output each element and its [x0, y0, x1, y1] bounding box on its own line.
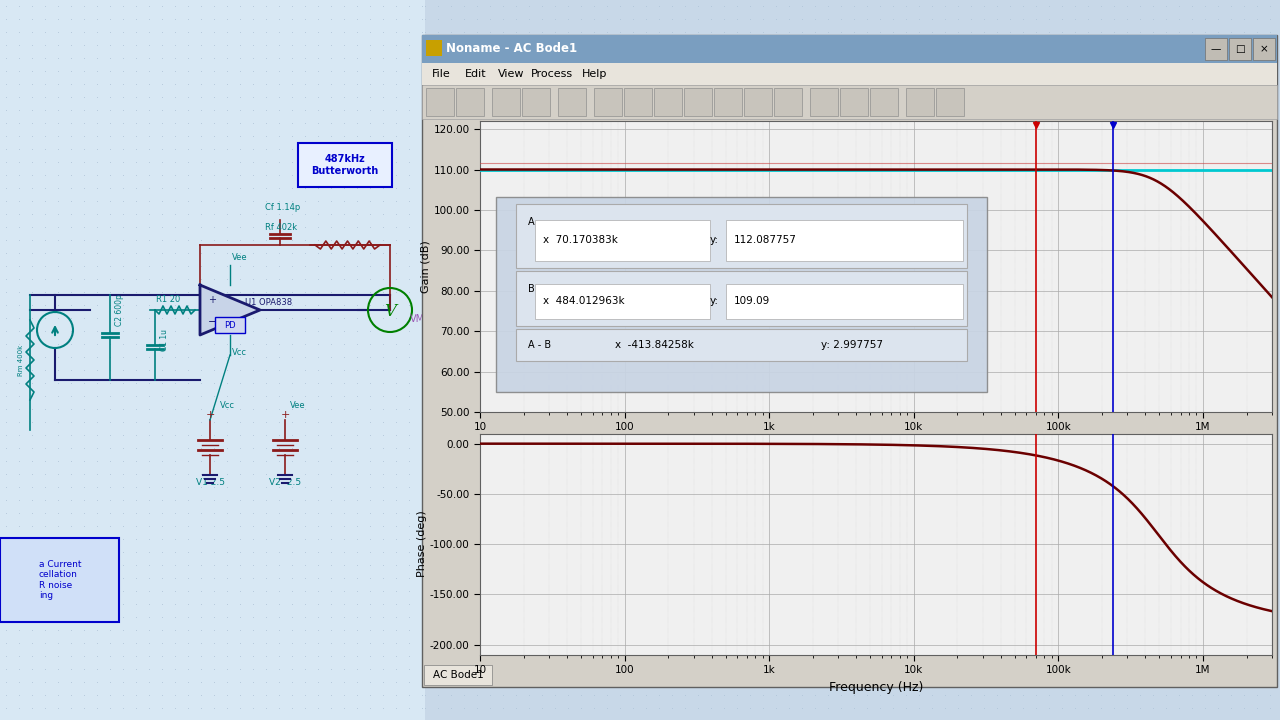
Text: □: □ [1235, 44, 1245, 54]
FancyBboxPatch shape [516, 329, 968, 361]
Bar [422, 35, 1277, 63]
Text: x  70.170383k: x 70.170383k [544, 235, 618, 246]
Text: Help: Help [582, 69, 607, 79]
Text: ×: × [1260, 44, 1268, 54]
Bar [714, 88, 742, 116]
Bar [840, 88, 868, 116]
Text: C1 1u: C1 1u [160, 329, 169, 351]
Bar [422, 35, 1277, 687]
FancyBboxPatch shape [298, 143, 392, 187]
Text: Noname - AC Bode1: Noname - AC Bode1 [445, 42, 577, 55]
FancyBboxPatch shape [516, 271, 968, 326]
Text: Vcc: Vcc [232, 348, 247, 357]
Text: 487kHz
Butterworth: 487kHz Butterworth [311, 154, 379, 176]
Bar [684, 88, 712, 116]
Bar [522, 88, 550, 116]
Text: —: — [1211, 44, 1221, 54]
Text: A - B: A - B [527, 340, 550, 350]
Bar [726, 220, 963, 261]
Bar [774, 88, 803, 116]
Bar [906, 88, 934, 116]
Text: A: A [527, 217, 534, 227]
Text: Process: Process [530, 69, 572, 79]
X-axis label: Frequency (Hz): Frequency (Hz) [829, 680, 923, 693]
Text: y:: y: [709, 297, 718, 307]
Bar [422, 63, 1277, 85]
Text: x  -413.84258k: x -413.84258k [614, 340, 694, 350]
Text: −: − [207, 317, 218, 327]
Y-axis label: Gain (dB): Gain (dB) [421, 240, 430, 293]
FancyBboxPatch shape [215, 317, 244, 333]
Bar [744, 88, 772, 116]
FancyBboxPatch shape [0, 538, 119, 622]
Bar [1204, 38, 1228, 60]
Text: Rm 400k: Rm 400k [18, 344, 24, 376]
Bar [936, 88, 964, 116]
Text: y:: y: [709, 235, 718, 246]
Bar [1229, 38, 1251, 60]
Text: B: B [527, 284, 534, 294]
Bar [1253, 38, 1275, 60]
FancyBboxPatch shape [516, 204, 968, 268]
Text: Vee: Vee [291, 401, 306, 410]
Bar [426, 88, 454, 116]
Text: 112.087757: 112.087757 [733, 235, 796, 246]
Text: Vee: Vee [232, 253, 247, 262]
Bar [870, 88, 899, 116]
Bar [558, 88, 586, 116]
Text: y: 2.997757: y: 2.997757 [820, 340, 883, 350]
Text: R1 20: R1 20 [156, 295, 180, 304]
Text: V1 2.5: V1 2.5 [196, 478, 224, 487]
FancyBboxPatch shape [495, 197, 987, 392]
Y-axis label: Phase (deg): Phase (deg) [417, 510, 428, 577]
Text: PD: PD [224, 320, 236, 330]
Bar [492, 88, 520, 116]
Text: V: V [384, 304, 396, 320]
Text: Cf 1.14p: Cf 1.14p [265, 203, 301, 212]
Text: VM1: VM1 [410, 314, 431, 324]
Text: +: + [205, 410, 215, 420]
Polygon shape [200, 285, 260, 335]
Text: V2 -2.5: V2 -2.5 [269, 478, 301, 487]
Bar [535, 284, 709, 319]
Text: C2 600p: C2 600p [115, 294, 124, 326]
Text: Edit: Edit [465, 69, 486, 79]
Bar [726, 284, 963, 319]
Text: U1 OPA838: U1 OPA838 [244, 298, 292, 307]
Bar [625, 88, 652, 116]
Bar [810, 88, 838, 116]
Bar [422, 85, 1277, 119]
Bar [424, 665, 492, 685]
Bar [535, 220, 709, 261]
Text: AC Bode1: AC Bode1 [433, 670, 484, 680]
Bar [654, 88, 682, 116]
Text: Rf 402k: Rf 402k [265, 223, 297, 232]
Text: x  484.012963k: x 484.012963k [544, 297, 625, 307]
Text: a Current
cellation
R noise
ing: a Current cellation R noise ing [38, 560, 81, 600]
Text: Vcc: Vcc [220, 401, 236, 410]
Text: View: View [498, 69, 524, 79]
Bar [426, 40, 442, 56]
Text: 109.09: 109.09 [733, 297, 769, 307]
Bar [0, 0, 425, 720]
Bar [594, 88, 622, 116]
Text: +: + [280, 410, 289, 420]
Text: File: File [433, 69, 451, 79]
Bar [456, 88, 484, 116]
Text: +: + [207, 295, 216, 305]
